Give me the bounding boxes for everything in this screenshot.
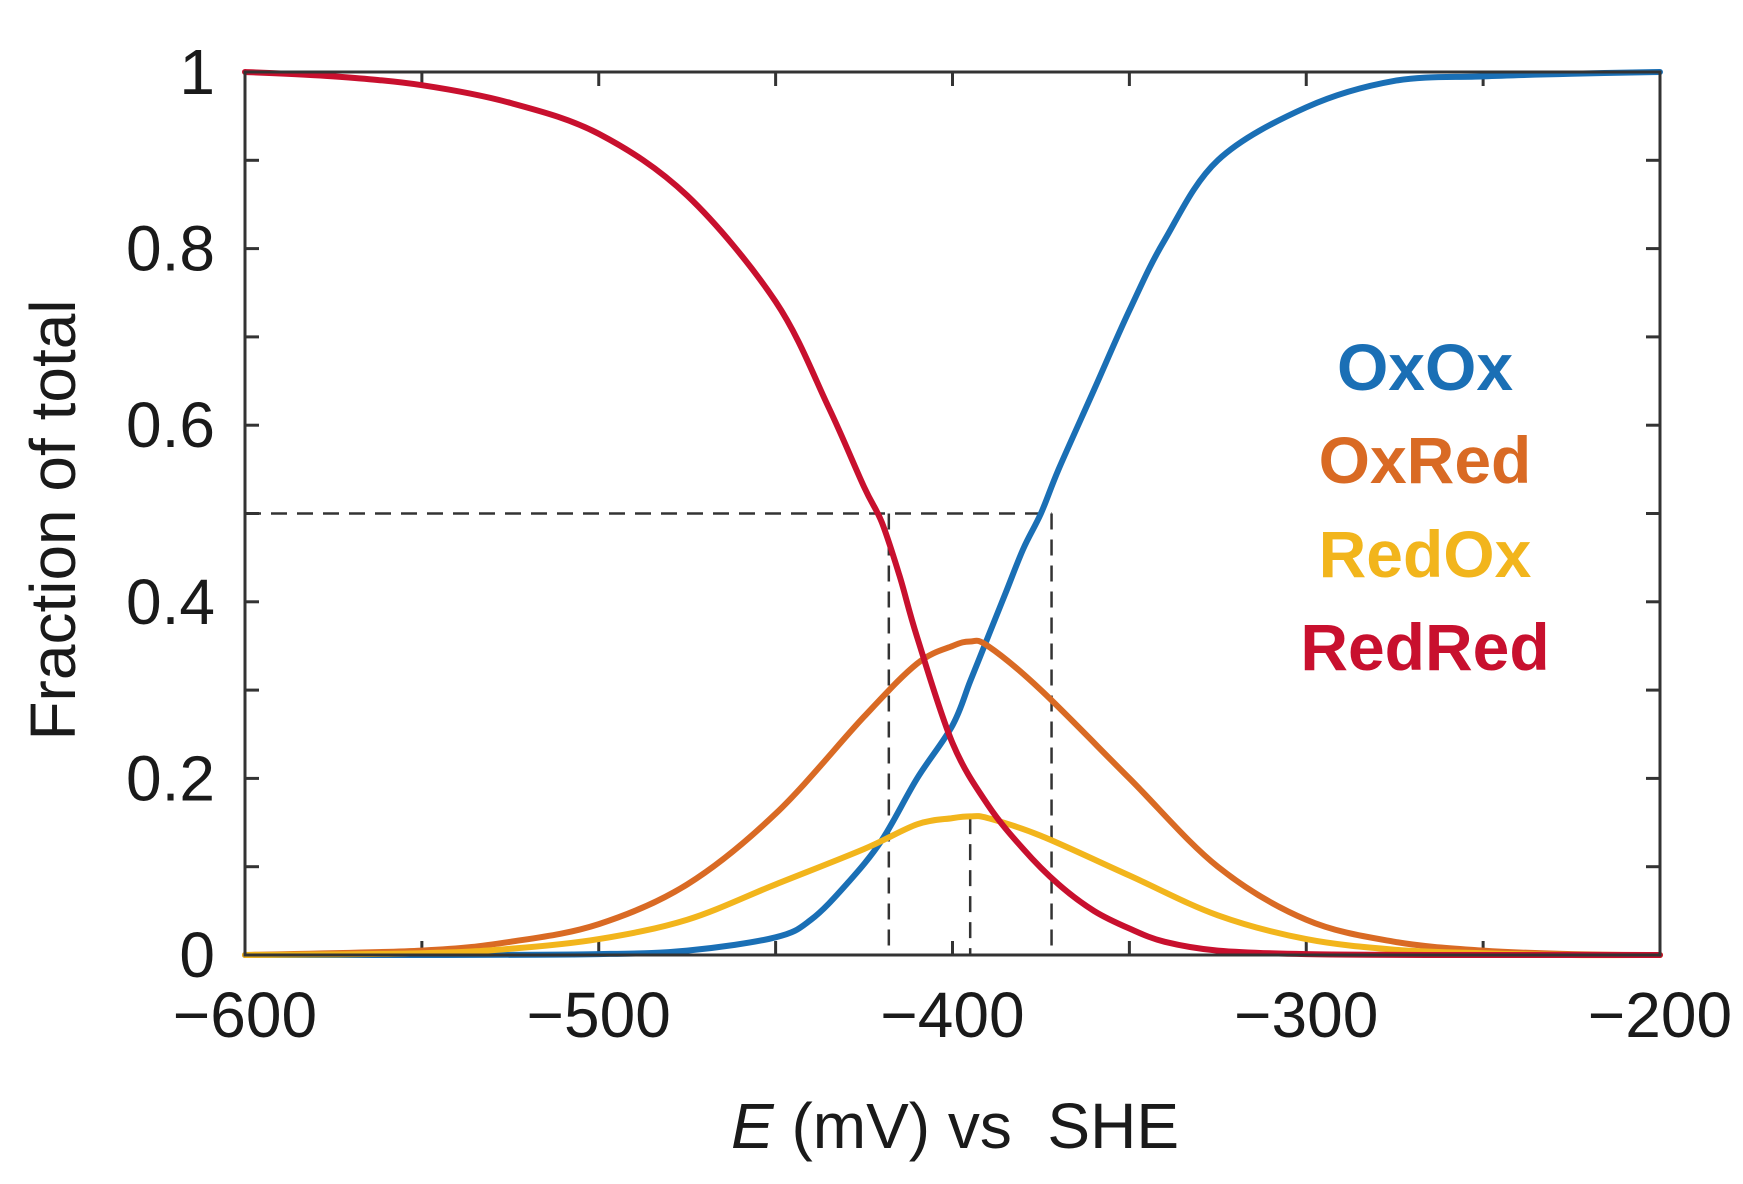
reference-dashed-lines — [245, 512, 1053, 955]
x-tick-label: −200 — [1588, 979, 1732, 1051]
legend-entry-oxred: OxRed — [1319, 423, 1532, 497]
plot-area-frame — [243, 70, 1662, 957]
y-tick-label: 1 — [179, 36, 215, 108]
legend-entry-redox: RedOx — [1319, 517, 1532, 591]
y-tick-labels: 0 0.2 0.4 0.6 0.8 1 — [126, 36, 215, 991]
legend-entry-oxox: OxOx — [1337, 330, 1513, 404]
x-tick-label: −500 — [527, 979, 671, 1051]
x-tick-labels: −600 −500 −400 −300 −200 — [173, 979, 1732, 1051]
y-tick-label: 0.4 — [126, 566, 215, 638]
y-tick-label: 0.6 — [126, 389, 215, 461]
y-axis-title: Fraction of total — [17, 299, 89, 740]
x-axis-title: E (mV) vs SHE — [731, 1090, 1179, 1162]
x-tick-label: −300 — [1234, 979, 1378, 1051]
y-tick-label: 0 — [179, 919, 215, 991]
series-lines — [242, 69, 1663, 959]
series-line-oxox — [242, 69, 1663, 959]
series-line-oxred — [242, 637, 1663, 958]
legend: OxOx OxRed RedOx RedRed — [1300, 330, 1549, 684]
series-line-redred — [242, 69, 1663, 959]
y-tick-label: 0.2 — [126, 742, 215, 814]
x-axis-title-italic: E — [731, 1090, 775, 1162]
y-tick-label: 0.8 — [126, 213, 215, 285]
legend-entry-redred: RedRed — [1300, 610, 1549, 684]
x-tick-label: −600 — [173, 979, 317, 1051]
x-tick-label: −400 — [880, 979, 1024, 1051]
series-line-redox — [242, 813, 1663, 959]
x-axis-title-rest: (mV) vs SHE — [774, 1090, 1179, 1162]
